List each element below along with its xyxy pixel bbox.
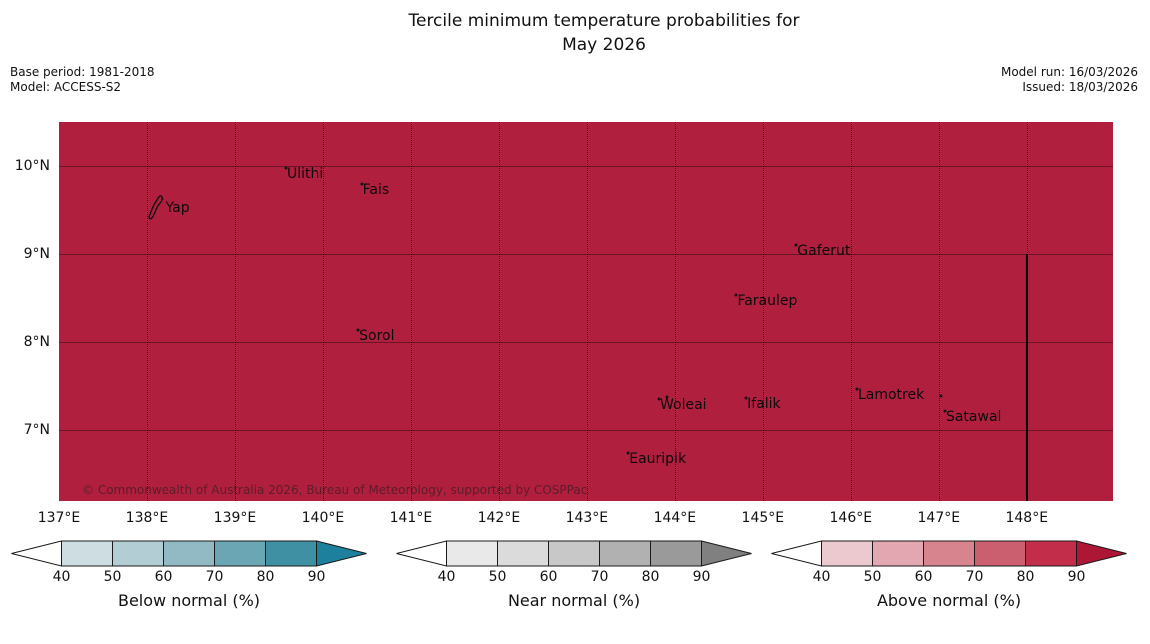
unnamed-island-dot [939, 394, 943, 398]
faraulep-island-dot [734, 293, 738, 297]
copyright-text: © Commonwealth of Australia 2026, Bureau… [82, 483, 588, 497]
near-colorbar-tick: 90 [692, 569, 711, 585]
meridian-gridline [674, 122, 676, 501]
above-normal-colorbar: 40 50 60 70 80 90 Above normal (%) [771, 540, 1127, 620]
lamotrek-island-dot [855, 387, 859, 391]
below-colorbar-graphic [11, 540, 367, 567]
x-tick-label: 143°E [565, 510, 609, 526]
y-tick-label: 10°N [14, 157, 50, 174]
below-colorbar-tick: 80 [256, 569, 275, 585]
woleai-island-dot [657, 397, 661, 401]
sorol-island-dot [356, 328, 360, 332]
meta-left: Base period: 1981-2018 Model: ACCESS-S2 [10, 65, 155, 95]
x-tick-label: 147°E [917, 510, 961, 526]
ifalik-island-dot [744, 396, 748, 400]
ulithi-island-dot [284, 166, 288, 170]
lamotrek-island-label: Lamotrek [857, 386, 925, 403]
near-colorbar-graphic [396, 540, 752, 567]
near-colorbar-tick: 60 [539, 569, 558, 585]
above-colorbar-tick: 40 [812, 569, 831, 585]
model-run-text: Model run: 16/03/2026 [1000, 65, 1138, 79]
gaferut-island-label: Gaferut [797, 243, 851, 260]
eauripik-island-dot [626, 451, 630, 455]
x-tick-label: 141°E [389, 510, 433, 526]
meridian-gridline [146, 122, 148, 501]
woleai-island-label: Woleai [660, 397, 707, 414]
satawal-island-label: Satawal [945, 409, 1002, 426]
near-normal-colorbar: 40 50 60 70 80 90 Near normal (%) [396, 540, 752, 620]
meridian-gridline [410, 122, 412, 501]
near-colorbar-label: Near normal (%) [507, 591, 641, 610]
fais-island-label: Fais [362, 181, 390, 198]
y-tick-label: 9°N [23, 245, 50, 262]
map-area: © Commonwealth of Australia 2026, Bureau… [59, 122, 1113, 502]
y-tick-label: 7°N [23, 421, 50, 438]
chart-title-line1: Tercile minimum temperature probabilitie… [408, 11, 800, 31]
unnamed-island-dot [665, 395, 669, 399]
faraulep-island-label: Faraulep [737, 293, 798, 310]
below-colorbar-tick: 60 [154, 569, 173, 585]
meridian-gridline [586, 122, 588, 501]
eauripik-island-label: Eauripik [629, 450, 687, 467]
near-colorbar-tick: 70 [590, 569, 609, 585]
meridian-gridline [322, 122, 324, 501]
region-boundary-line [1025, 253, 1028, 502]
below-colorbar-label: Below normal (%) [117, 591, 261, 610]
above-colorbar-graphic [771, 540, 1127, 567]
ulithi-island-label: Ulithi [286, 165, 324, 182]
above-colorbar-tick: 50 [863, 569, 882, 585]
meridian-gridline [762, 122, 764, 501]
near-colorbar-tick: 80 [641, 569, 660, 585]
x-tick-label: 140°E [301, 510, 345, 526]
x-tick-label: 146°E [829, 510, 873, 526]
chart-title: Tercile minimum temperature probabilitie… [408, 9, 799, 57]
below-colorbar-tick: 40 [52, 569, 71, 585]
below-colorbar-tick: 50 [103, 569, 122, 585]
parallel-gridline [59, 165, 1113, 167]
meridian-gridline [234, 122, 236, 501]
parallel-gridline [59, 429, 1113, 431]
x-tick-label: 142°E [477, 510, 521, 526]
below-colorbar-tick: 90 [307, 569, 326, 585]
yap-island-label: Yap [165, 200, 190, 217]
issued-text: Issued: 18/03/2026 [1022, 80, 1138, 94]
satawal-island-dot [943, 409, 947, 413]
yap-island-shape [147, 194, 167, 226]
below-normal-colorbar: 40 50 60 70 80 90 Below normal (%) [11, 540, 367, 620]
x-tick-label: 148°E [1005, 510, 1049, 526]
x-tick-label: 145°E [741, 510, 785, 526]
ifalik-island-label: Ifalik [747, 396, 781, 413]
above-colorbar-tick: 80 [1016, 569, 1035, 585]
meridian-gridline [850, 122, 852, 501]
meta-right: Model run: 16/03/2026 Issued: 18/03/2026 [1001, 65, 1138, 95]
near-colorbar-tick: 50 [488, 569, 507, 585]
x-tick-label: 138°E [125, 510, 169, 526]
y-tick-label: 8°N [23, 333, 50, 350]
above-colorbar-label: Above normal (%) [876, 591, 1022, 610]
x-tick-label: 144°E [653, 510, 697, 526]
fais-island-dot [360, 182, 364, 186]
gaferut-island-dot [794, 243, 798, 247]
parallel-gridline [59, 253, 1113, 255]
x-tick-label: 137°E [37, 510, 81, 526]
above-colorbar-tick: 90 [1067, 569, 1086, 585]
above-colorbar-tick: 70 [965, 569, 984, 585]
meridian-gridline [938, 122, 940, 501]
above-colorbar-tick: 60 [914, 569, 933, 585]
parallel-gridline [59, 341, 1113, 343]
meridian-gridline [498, 122, 500, 501]
base-period-text: Base period: 1981-2018 [10, 65, 155, 79]
x-tick-label: 139°E [213, 510, 257, 526]
model-text: Model: ACCESS-S2 [10, 80, 122, 94]
sorol-island-label: Sorol [359, 327, 395, 344]
below-colorbar-tick: 70 [205, 569, 224, 585]
chart-title-line2: May 2026 [562, 35, 646, 55]
near-colorbar-tick: 40 [437, 569, 456, 585]
